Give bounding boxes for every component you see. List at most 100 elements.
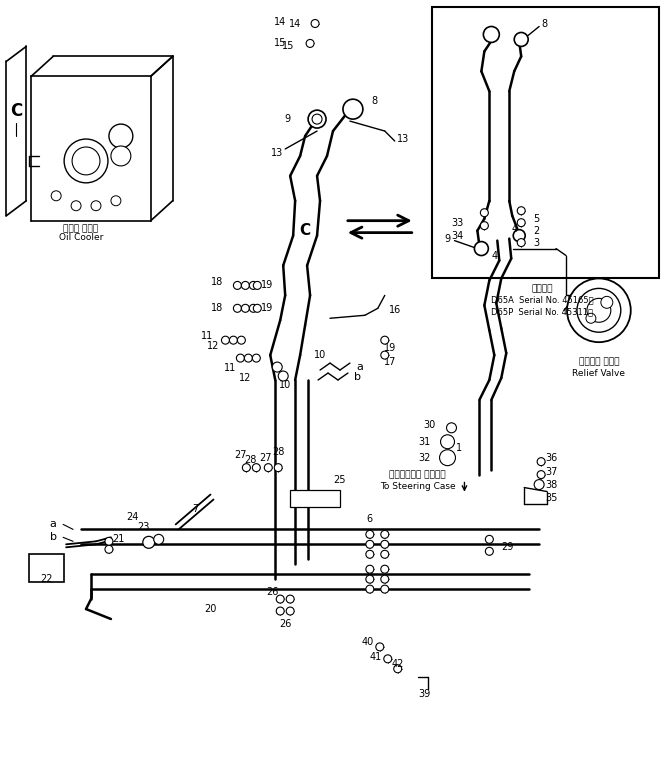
Text: 10: 10 — [279, 380, 291, 390]
Circle shape — [517, 207, 525, 215]
Text: 26: 26 — [279, 619, 291, 629]
Circle shape — [380, 351, 388, 359]
Text: D65A  Serial No. 45165～: D65A Serial No. 45165～ — [491, 296, 594, 304]
Circle shape — [534, 480, 544, 490]
Text: 12: 12 — [207, 341, 220, 351]
Text: Oil Cooler: Oil Cooler — [59, 233, 103, 242]
Circle shape — [105, 537, 113, 545]
Circle shape — [274, 464, 282, 472]
Text: 25: 25 — [334, 474, 346, 484]
Circle shape — [577, 288, 621, 332]
Text: 5: 5 — [533, 213, 539, 223]
Circle shape — [587, 298, 611, 322]
Text: 18: 18 — [211, 303, 224, 314]
Circle shape — [143, 536, 155, 549]
Circle shape — [154, 535, 164, 545]
Text: 14: 14 — [274, 17, 286, 27]
Circle shape — [601, 296, 613, 308]
Text: 4: 4 — [491, 250, 497, 261]
Circle shape — [380, 550, 388, 558]
Text: 11: 11 — [224, 363, 236, 373]
Text: 16: 16 — [388, 305, 401, 315]
Text: 23: 23 — [137, 522, 150, 532]
Circle shape — [380, 540, 388, 549]
Text: 12: 12 — [239, 373, 252, 383]
Circle shape — [264, 464, 272, 472]
Circle shape — [236, 354, 244, 362]
Text: 26: 26 — [266, 587, 278, 597]
Text: 30: 30 — [424, 420, 436, 430]
Circle shape — [380, 336, 388, 344]
Circle shape — [440, 435, 454, 449]
Text: 20: 20 — [205, 604, 216, 614]
Text: 29: 29 — [501, 542, 513, 552]
Circle shape — [276, 607, 284, 615]
Circle shape — [272, 362, 282, 372]
Text: 24: 24 — [127, 513, 139, 522]
Circle shape — [105, 545, 113, 553]
Text: 32: 32 — [418, 453, 431, 463]
Text: 17: 17 — [384, 357, 396, 367]
Circle shape — [252, 354, 260, 362]
Circle shape — [480, 209, 488, 216]
Text: 10: 10 — [314, 350, 326, 360]
Text: a: a — [357, 362, 363, 372]
Text: 41: 41 — [370, 652, 382, 662]
Text: オイル クーラ: オイル クーラ — [64, 224, 99, 233]
Text: 19: 19 — [261, 281, 274, 291]
Circle shape — [254, 304, 262, 312]
Circle shape — [250, 282, 258, 289]
Circle shape — [72, 147, 100, 175]
Circle shape — [394, 665, 402, 672]
Circle shape — [384, 655, 392, 662]
Text: 11: 11 — [201, 331, 214, 341]
Text: 1: 1 — [456, 443, 463, 453]
Circle shape — [474, 242, 488, 256]
Text: 36: 36 — [545, 453, 557, 463]
Circle shape — [366, 575, 374, 583]
Text: 8: 8 — [541, 18, 547, 28]
Text: 13: 13 — [271, 148, 284, 158]
Circle shape — [308, 110, 326, 128]
Circle shape — [480, 222, 488, 230]
Text: 35: 35 — [545, 493, 557, 503]
Text: 14: 14 — [289, 18, 301, 28]
Text: a: a — [50, 519, 56, 529]
Circle shape — [366, 540, 374, 549]
Circle shape — [234, 282, 242, 289]
Text: Relief Valve: Relief Valve — [572, 369, 625, 378]
Text: 9: 9 — [284, 114, 290, 124]
Circle shape — [242, 464, 250, 472]
Circle shape — [252, 464, 260, 472]
Circle shape — [311, 20, 319, 28]
Circle shape — [514, 32, 528, 47]
Circle shape — [380, 530, 388, 539]
Circle shape — [586, 314, 596, 324]
Text: 適用号機: 適用号機 — [531, 284, 553, 293]
Circle shape — [366, 530, 374, 539]
Circle shape — [230, 336, 238, 344]
Text: 38: 38 — [545, 480, 557, 490]
Bar — [29, 555, 64, 582]
Text: 7: 7 — [193, 504, 199, 515]
Text: 27: 27 — [259, 453, 272, 463]
Circle shape — [306, 40, 314, 47]
Text: 27: 27 — [234, 450, 246, 460]
Circle shape — [234, 304, 242, 312]
Text: 15: 15 — [282, 41, 294, 51]
Circle shape — [376, 643, 384, 651]
Text: 4: 4 — [511, 223, 517, 233]
Circle shape — [366, 585, 374, 593]
Circle shape — [380, 585, 388, 593]
Circle shape — [537, 457, 545, 466]
Circle shape — [111, 146, 131, 166]
Bar — [290, 490, 340, 507]
Circle shape — [366, 565, 374, 573]
Circle shape — [312, 114, 322, 124]
Circle shape — [71, 200, 81, 210]
Text: 6: 6 — [367, 569, 373, 579]
Text: 2: 2 — [533, 226, 539, 236]
Text: 37: 37 — [545, 467, 557, 477]
Circle shape — [276, 595, 284, 603]
Text: 39: 39 — [418, 688, 431, 698]
